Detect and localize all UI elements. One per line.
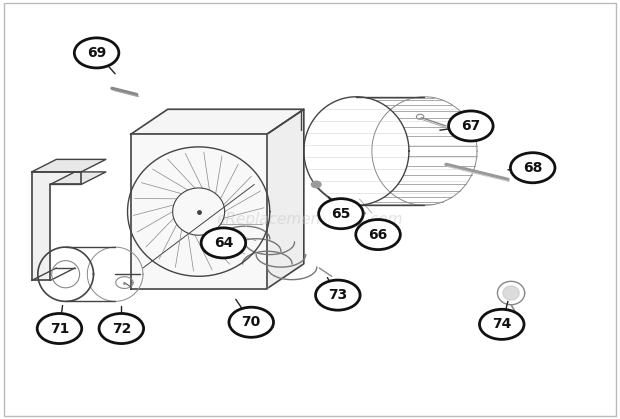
- Polygon shape: [131, 109, 304, 134]
- Circle shape: [448, 111, 493, 141]
- Polygon shape: [267, 109, 304, 289]
- Polygon shape: [131, 134, 267, 289]
- Polygon shape: [32, 159, 106, 172]
- Text: 71: 71: [50, 321, 69, 336]
- Text: 66: 66: [368, 228, 388, 242]
- Circle shape: [311, 181, 321, 188]
- Text: 65: 65: [331, 207, 351, 221]
- Circle shape: [316, 280, 360, 310]
- Text: 68: 68: [523, 161, 542, 175]
- Text: 64: 64: [214, 236, 233, 250]
- Circle shape: [356, 220, 401, 250]
- Circle shape: [99, 313, 144, 344]
- Circle shape: [37, 313, 82, 344]
- Circle shape: [201, 228, 246, 258]
- Circle shape: [479, 309, 524, 339]
- Circle shape: [229, 307, 273, 337]
- Circle shape: [510, 153, 555, 183]
- Polygon shape: [503, 286, 519, 300]
- Circle shape: [319, 199, 363, 229]
- Circle shape: [74, 38, 119, 68]
- Polygon shape: [50, 172, 106, 184]
- Text: 74: 74: [492, 317, 512, 331]
- Polygon shape: [32, 172, 81, 280]
- Text: 72: 72: [112, 321, 131, 336]
- Text: 73: 73: [328, 288, 347, 302]
- Text: 70: 70: [242, 315, 261, 329]
- Text: 69: 69: [87, 46, 106, 60]
- Text: 67: 67: [461, 119, 480, 133]
- Text: eReplacementParts.com: eReplacementParts.com: [216, 212, 404, 228]
